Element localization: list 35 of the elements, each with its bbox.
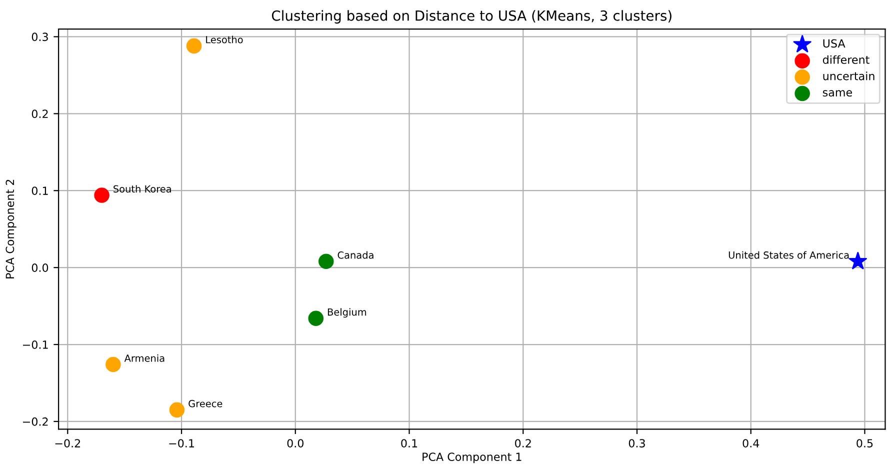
point [308,310,324,326]
chart-title: Clustering based on Distance to USA (KMeans, 3 clusters) [272,10,672,24]
annotation: Belgium [328,308,366,318]
x-tick-label: 0.0 [287,439,304,448]
x-tick-label: −0.1 [169,439,194,448]
annotation: Lesotho [206,36,243,44]
y-tick-label: 0.0 [32,264,48,272]
x-tick-label: 0.5 [856,439,873,448]
annotation: Armenia [124,354,164,362]
point [169,402,185,418]
y-tick-label: 0.2 [32,110,48,118]
point [186,38,202,54]
y-tick-label: −0.2 [23,417,48,426]
annotation: Canada [338,251,374,259]
y-tick-label: 0.1 [32,186,48,195]
annotation: Greece [188,400,222,408]
x-axis-title: PCA Component 1 [422,452,522,464]
legend-label: uncertain [823,72,874,80]
y-tick-label: −0.1 [23,340,48,349]
annotation: United States of America [728,251,849,259]
y-axis-title: PCA Component 2 [6,180,16,278]
point [106,356,121,372]
x-tick-label: −0.2 [55,439,80,448]
x-tick-label: 0.4 [742,439,760,448]
x-tick-label: 0.3 [628,439,645,448]
point [848,252,867,270]
legend-label: different [822,55,870,64]
point [94,188,110,203]
legend-label: USA [823,39,846,48]
x-tick-label: 0.2 [515,439,531,448]
x-tick-label: 0.1 [401,439,418,448]
y-tick-label: 0.3 [32,32,48,42]
point [318,254,334,270]
legend-label: same [822,90,852,97]
annotation: South Korea [114,185,171,193]
